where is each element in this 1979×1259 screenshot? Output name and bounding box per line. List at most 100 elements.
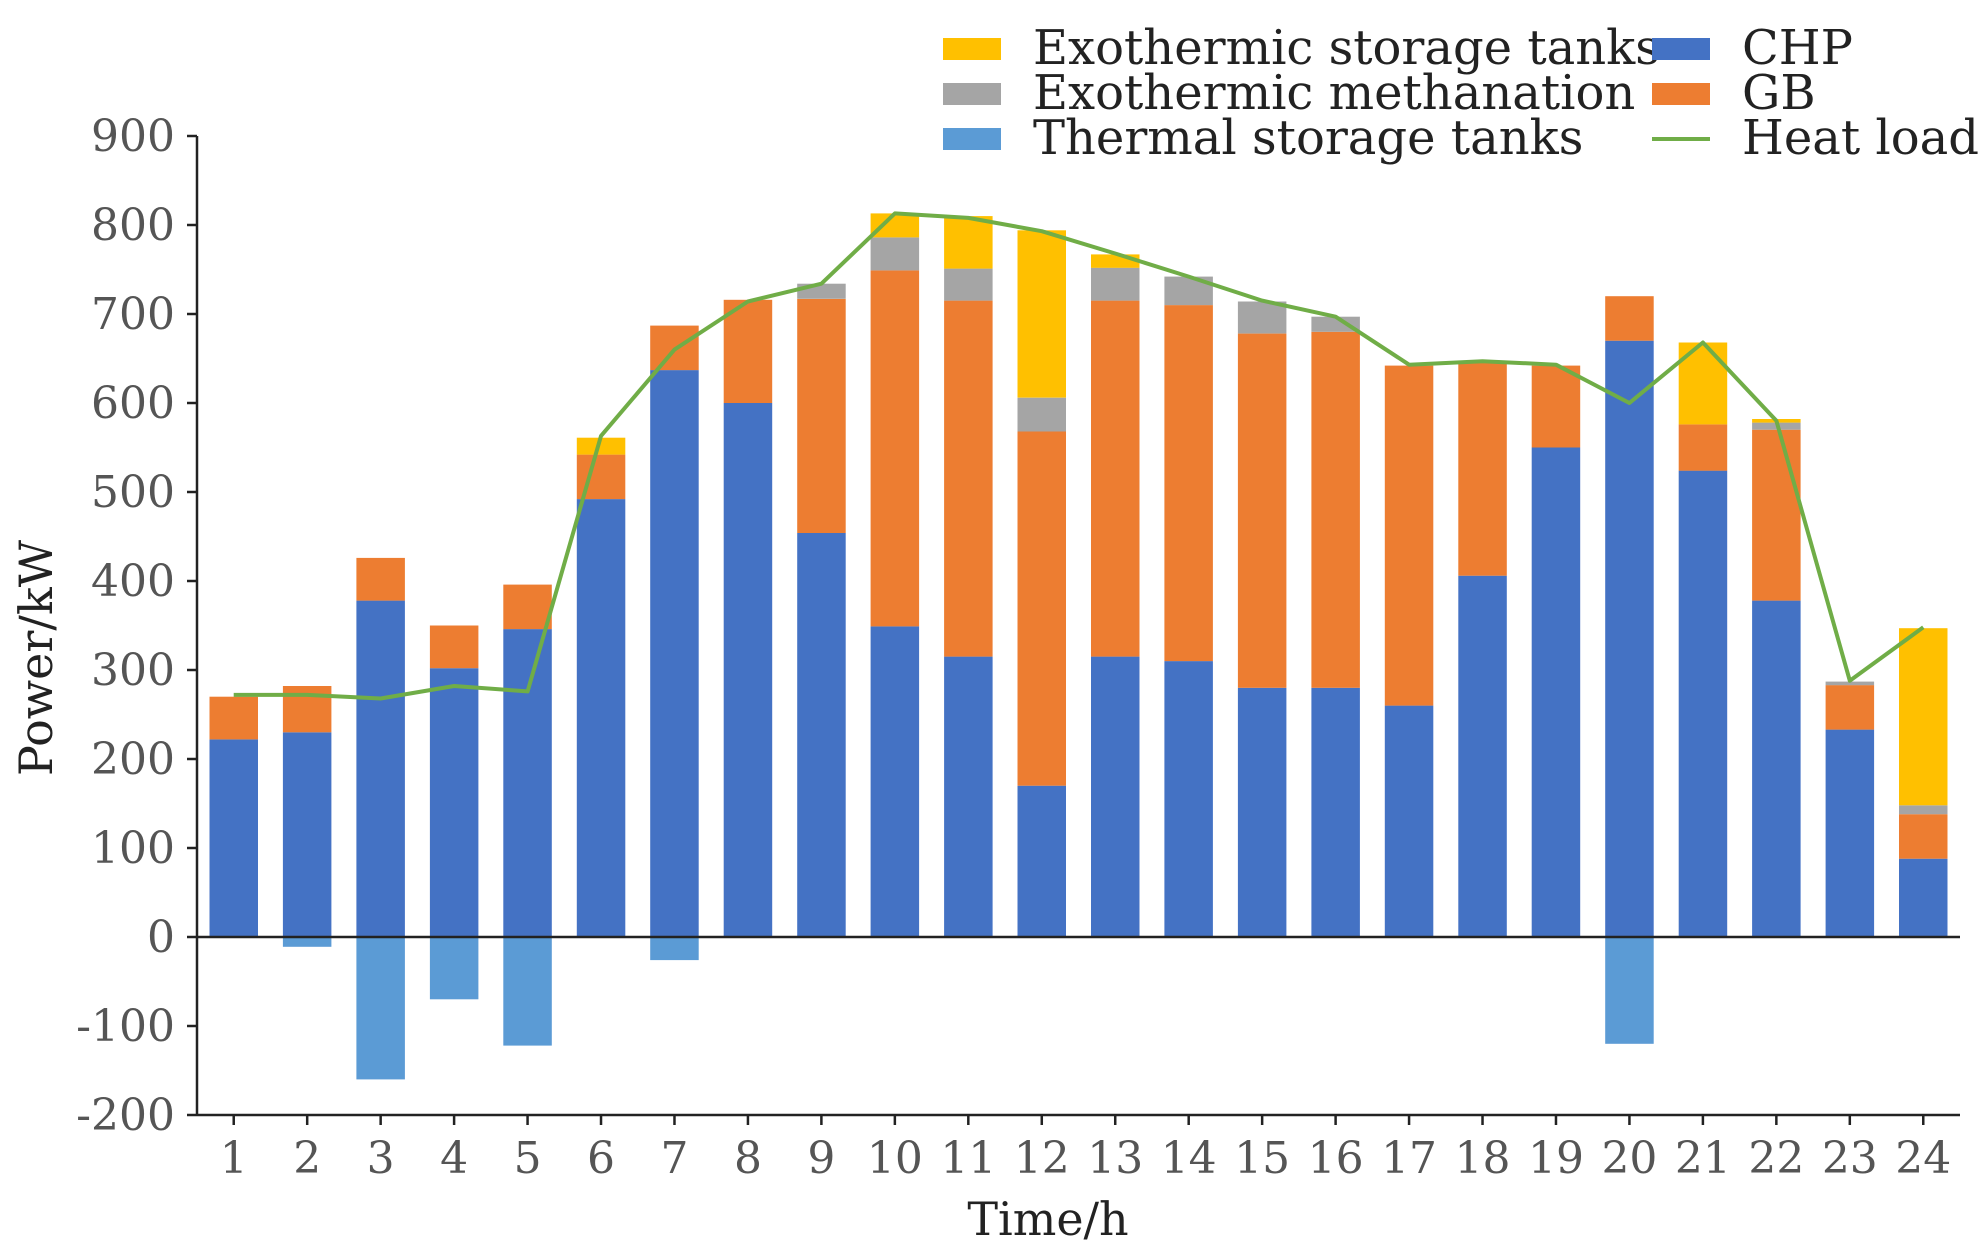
bar-group [209,213,1948,1080]
x-tick-label: 20 [1601,1133,1657,1184]
heat-load-line-group [233,211,1925,701]
bar-gb-17 [1384,365,1434,706]
bar-chp-7 [650,370,699,938]
x-tick-label: 12 [1014,1133,1070,1184]
y-tick-label: 400 [91,556,175,607]
bar-chp-11 [944,656,993,937]
y-tick-label: -200 [76,1090,175,1141]
legend-label-exothermic-storage-tanks: Exothermic storage tanks [1033,20,1660,76]
y-tick-label: 300 [91,645,175,696]
bar-gb-12 [1017,431,1066,786]
x-tick-label: 8 [734,1133,762,1184]
bar-gb-8 [723,299,773,403]
bar-chp-10 [870,626,920,937]
bar-chp-13 [1091,656,1140,937]
bar-exothermic-storage-tanks-10 [870,213,920,238]
y-tick-label: -100 [76,1001,175,1052]
x-tick-label: 5 [514,1133,542,1184]
bar-gb-15 [1237,333,1287,688]
bar-exothermic-storage-tanks-13 [1091,254,1140,268]
bar-gb-22 [1752,429,1801,601]
bar-chp-20 [1605,340,1654,937]
x-tick-label: 14 [1161,1133,1217,1184]
legend-swatch-exothermic-storage-tanks [943,38,1001,60]
x-tick-label: 13 [1087,1133,1143,1184]
x-tick-label: 1 [220,1133,248,1184]
y-tick-label: 0 [147,912,175,963]
y-tick-label: 500 [91,467,175,518]
bar-exothermic-methanation-11 [944,268,993,301]
bar-gb-14 [1164,305,1213,662]
bar-chp-22 [1752,600,1801,937]
bar-gb-19 [1531,365,1581,448]
bar-exothermic-methanation-13 [1091,267,1140,301]
bar-chp-12 [1017,785,1066,937]
legend-swatch-gb [1652,83,1710,105]
bar-exothermic-storage-tanks-11 [944,216,993,269]
bar-exothermic-methanation-15 [1237,301,1287,334]
y-axis-title: Power/kW [9,539,63,776]
legend-label-thermal-storage-tanks: Thermal storage tanks [1033,110,1583,166]
bar-chp-14 [1164,661,1213,937]
bar-exothermic-methanation-16 [1311,316,1360,332]
x-tick-label: 7 [660,1133,688,1184]
bar-gb-10 [870,270,920,627]
y-tick-label: 600 [91,378,175,429]
legend-swatch-thermal-storage-tanks [943,128,1001,150]
y-tick-label: 100 [91,823,175,874]
legend-label-chp: CHP [1742,20,1853,76]
x-tick-label: 16 [1308,1133,1364,1184]
x-tick-label: 3 [367,1133,395,1184]
x-tick-label: 24 [1895,1133,1951,1184]
bar-gb-13 [1091,300,1140,657]
legend-label-heat-load: Heat load [1742,110,1979,166]
x-tick-label: 18 [1455,1133,1511,1184]
x-tick-label: 4 [440,1133,468,1184]
x-tick-label: 15 [1234,1133,1290,1184]
x-tick-label: 2 [293,1133,321,1184]
bar-exothermic-methanation-23 [1825,681,1875,686]
bar-thermal-storage-tanks-2 [282,937,332,947]
x-axis-title: Time/h [967,1192,1128,1246]
bar-gb-24 [1899,814,1948,859]
y-tick-label: 800 [91,200,175,251]
bar-chp-6 [576,499,626,937]
bar-gb-1 [209,696,258,740]
bar-chp-19 [1531,447,1581,937]
bar-chp-21 [1678,470,1728,937]
bar-exothermic-methanation-10 [870,237,920,271]
axes [195,136,1960,1117]
bar-exothermic-storage-tanks-12 [1017,230,1066,398]
y-tick-label: 200 [91,734,175,785]
bar-chp-16 [1311,687,1360,937]
heat-load-line [233,211,1925,701]
bar-chp-3 [356,600,405,937]
bar-chp-23 [1825,729,1875,937]
bar-chp-18 [1458,575,1507,937]
x-tick-label: 23 [1822,1133,1878,1184]
legend-label-exothermic-methanation: Exothermic methanation [1033,65,1635,121]
legend-swatch-chp [1652,38,1710,60]
bar-gb-5 [503,584,552,630]
y-tick-label: 700 [91,289,175,340]
bar-gb-21 [1678,424,1728,471]
bar-chp-17 [1384,705,1434,937]
bar-chp-15 [1237,687,1287,937]
x-tick-label: 22 [1748,1133,1804,1184]
bar-exothermic-methanation-24 [1899,805,1948,815]
bar-thermal-storage-tanks-7 [650,937,699,961]
bar-gb-16 [1311,331,1360,688]
bar-thermal-storage-tanks-4 [429,937,479,1000]
bar-exothermic-storage-tanks-6 [576,437,626,455]
x-tick-label: 17 [1381,1133,1437,1184]
bar-chp-24 [1899,858,1948,937]
bar-chp-2 [282,732,332,937]
bar-gb-4 [429,625,479,669]
bar-chp-9 [797,532,846,937]
x-tick-label: 19 [1528,1133,1584,1184]
bar-exothermic-storage-tanks-24 [1899,628,1948,806]
x-tick-label: 11 [940,1133,996,1184]
